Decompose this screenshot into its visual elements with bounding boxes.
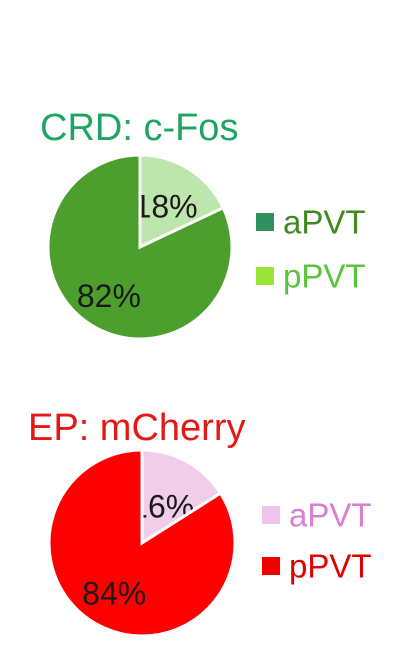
- legend-label-apvt: aPVT: [289, 497, 372, 534]
- chart-title: EP: mCherry: [28, 407, 245, 449]
- legend-label-apvt: aPVT: [283, 204, 366, 241]
- legend-label-ppvt: pPVT: [289, 548, 372, 585]
- legend-marker-ppvt: [262, 557, 280, 575]
- slice-value-label: 18%: [134, 189, 198, 225]
- slice-value-label: 82%: [77, 278, 141, 314]
- legend-marker-ppvt: [256, 267, 274, 285]
- pie-slice-apvt: [140, 448, 223, 546]
- pie-chart-1: CRD: c-Fos 18% 82% aPVT pPVT: [40, 107, 366, 341]
- chart-title: CRD: c-Fos: [40, 107, 238, 149]
- legend-label-ppvt: pPVT: [283, 258, 366, 295]
- legend-marker-apvt: [262, 506, 280, 524]
- legend: aPVT pPVT: [262, 497, 372, 585]
- legend: aPVT pPVT: [256, 204, 366, 295]
- pie-slice-ppvt: [47, 448, 237, 638]
- legend-marker-apvt: [256, 213, 274, 231]
- pie-slice-apvt: [138, 153, 226, 250]
- slice-value-label: 84%: [82, 576, 146, 612]
- pie-slice-ppvt: [46, 153, 234, 341]
